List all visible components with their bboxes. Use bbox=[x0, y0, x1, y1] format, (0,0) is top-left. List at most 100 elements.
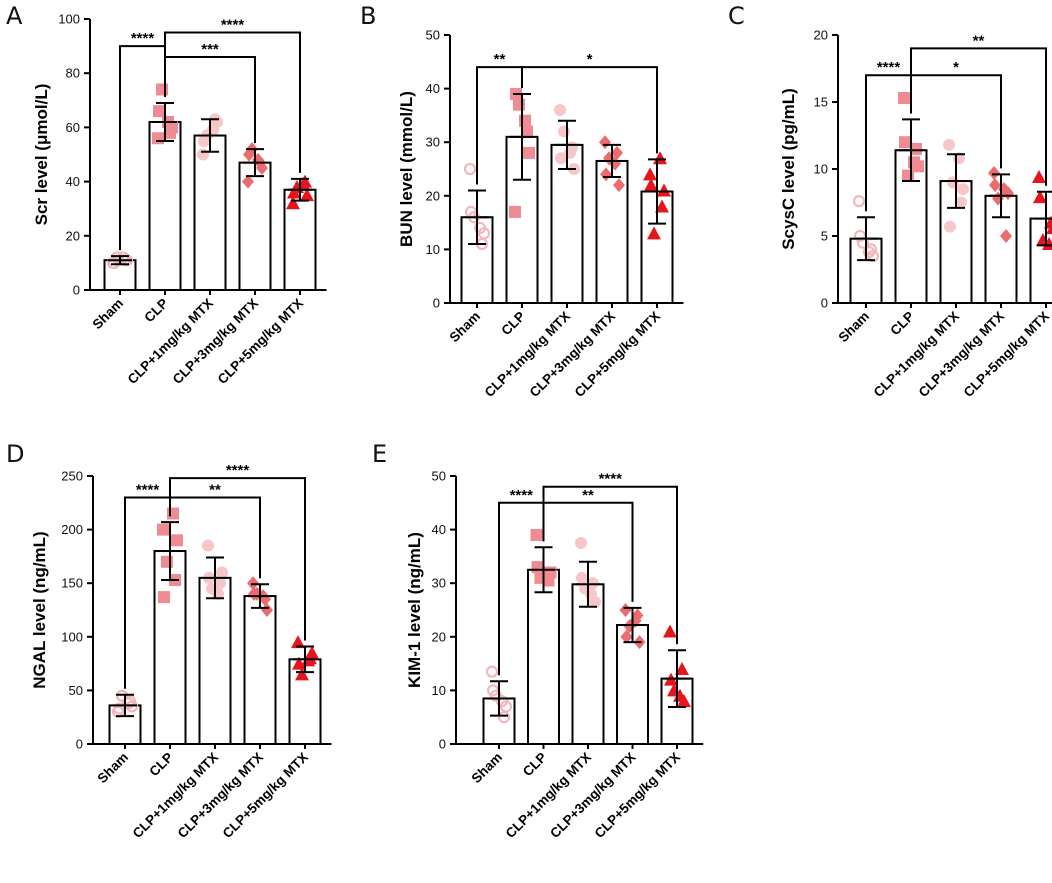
y-tick-label: 5 bbox=[821, 229, 828, 244]
bar bbox=[595, 159, 629, 304]
bar bbox=[148, 120, 182, 292]
x-tick-label: CLP bbox=[141, 296, 171, 326]
significance-label: ** bbox=[973, 32, 985, 49]
significance-bracket bbox=[164, 31, 301, 173]
y-tick-label: 50 bbox=[69, 683, 83, 698]
significance-label: * bbox=[953, 59, 959, 76]
data-point bbox=[521, 125, 533, 138]
data-point bbox=[247, 576, 259, 591]
x-tick-label: Sham bbox=[836, 309, 873, 346]
data-point bbox=[675, 661, 689, 675]
data-point bbox=[944, 220, 956, 233]
y-tick-label: 0 bbox=[76, 737, 83, 752]
x-tick-label: CLP+5mg/kg MTX bbox=[961, 309, 1052, 401]
significance-label: ** bbox=[494, 51, 506, 68]
data-point bbox=[523, 146, 535, 159]
y-axis-label: BUN level (mmol/L) bbox=[397, 91, 416, 247]
x-tick-label: CLP+3mg/kg MTX bbox=[170, 296, 262, 388]
significance-label: * bbox=[587, 51, 593, 68]
x-tick-label: Sham bbox=[469, 750, 506, 787]
data-point bbox=[554, 104, 566, 117]
data-point bbox=[585, 587, 597, 600]
y-tick-label: 100 bbox=[58, 12, 80, 27]
data-point bbox=[663, 624, 677, 638]
data-point bbox=[295, 667, 309, 681]
significance-label: *** bbox=[201, 41, 219, 58]
data-point bbox=[989, 178, 1001, 193]
data-point bbox=[243, 147, 255, 162]
x-tick-label: CLP+1mg/kg MTX bbox=[125, 296, 217, 388]
y-tick-label: 200 bbox=[61, 522, 83, 537]
data-point bbox=[576, 571, 588, 584]
x-tick-label: CLP+1mg/kg MTX bbox=[871, 309, 963, 401]
y-tick-label: 30 bbox=[432, 576, 446, 591]
data-point bbox=[619, 603, 632, 617]
data-point bbox=[564, 146, 576, 159]
y-tick-label: 30 bbox=[426, 135, 440, 150]
x-tick-label: CLP+3mg/kg MTX bbox=[547, 750, 639, 842]
panel-letter: C bbox=[728, 2, 745, 30]
y-tick-label: 40 bbox=[66, 174, 80, 189]
data-point bbox=[497, 711, 511, 724]
data-point bbox=[152, 132, 164, 145]
significance-label: **** bbox=[599, 471, 623, 488]
panel-letter: B bbox=[360, 2, 376, 30]
x-tick-label: Sham bbox=[447, 309, 484, 346]
y-axis-label: NGAL level (ng/mL) bbox=[30, 531, 49, 688]
y-tick-label: 0 bbox=[439, 737, 446, 752]
data-point bbox=[1033, 190, 1047, 204]
data-point bbox=[121, 697, 135, 710]
data-point bbox=[485, 665, 499, 678]
data-point bbox=[647, 226, 661, 240]
data-point bbox=[643, 167, 657, 181]
data-point bbox=[164, 126, 176, 139]
y-tick-label: 15 bbox=[814, 95, 828, 110]
data-point bbox=[575, 537, 587, 549]
data-point bbox=[555, 152, 567, 165]
significance-label: **** bbox=[877, 59, 901, 76]
x-tick-label: CLP+1mg/kg MTX bbox=[482, 309, 574, 401]
x-tick-label: CLP+5mg/kg MTX bbox=[220, 750, 312, 842]
data-point bbox=[957, 183, 969, 196]
data-point bbox=[261, 603, 273, 617]
data-point bbox=[495, 695, 509, 708]
data-point bbox=[558, 125, 570, 138]
x-tick-label: CLP+5mg/kg MTX bbox=[572, 309, 664, 401]
significance-label: **** bbox=[131, 30, 155, 47]
data-point bbox=[300, 188, 314, 202]
y-tick-label: 100 bbox=[61, 629, 83, 644]
bar bbox=[243, 595, 277, 746]
data-point bbox=[862, 245, 876, 259]
y-tick-label: 150 bbox=[61, 576, 83, 591]
y-tick-label: 50 bbox=[432, 469, 446, 484]
data-point bbox=[1032, 170, 1046, 184]
x-tick-label: CLP+3mg/kg MTX bbox=[175, 750, 267, 842]
bar bbox=[198, 576, 232, 746]
x-tick-label: CLP+5mg/kg MTX bbox=[592, 750, 684, 842]
x-tick-label: CLP bbox=[146, 750, 176, 780]
significance-label: **** bbox=[226, 462, 250, 479]
panel-letter: D bbox=[6, 440, 24, 468]
y-tick-label: 0 bbox=[821, 296, 828, 311]
data-point bbox=[530, 528, 543, 541]
y-tick-label: 20 bbox=[814, 28, 828, 43]
data-point bbox=[611, 145, 623, 160]
data-point bbox=[171, 534, 183, 547]
significance-label: **** bbox=[136, 481, 160, 498]
data-point bbox=[653, 151, 667, 165]
y-tick-label: 20 bbox=[432, 629, 446, 644]
x-tick-label: Sham bbox=[95, 750, 132, 787]
panel-letter: E bbox=[372, 440, 387, 468]
y-tick-label: 250 bbox=[61, 469, 83, 484]
data-point bbox=[116, 251, 130, 264]
y-tick-label: 0 bbox=[73, 283, 80, 298]
x-tick-label: CLP+3mg/kg MTX bbox=[916, 309, 1008, 401]
data-point bbox=[655, 199, 669, 213]
data-point bbox=[161, 555, 173, 568]
data-point bbox=[955, 196, 967, 209]
data-point bbox=[519, 114, 531, 127]
data-point bbox=[286, 196, 300, 210]
significance-bracket bbox=[910, 47, 1047, 186]
